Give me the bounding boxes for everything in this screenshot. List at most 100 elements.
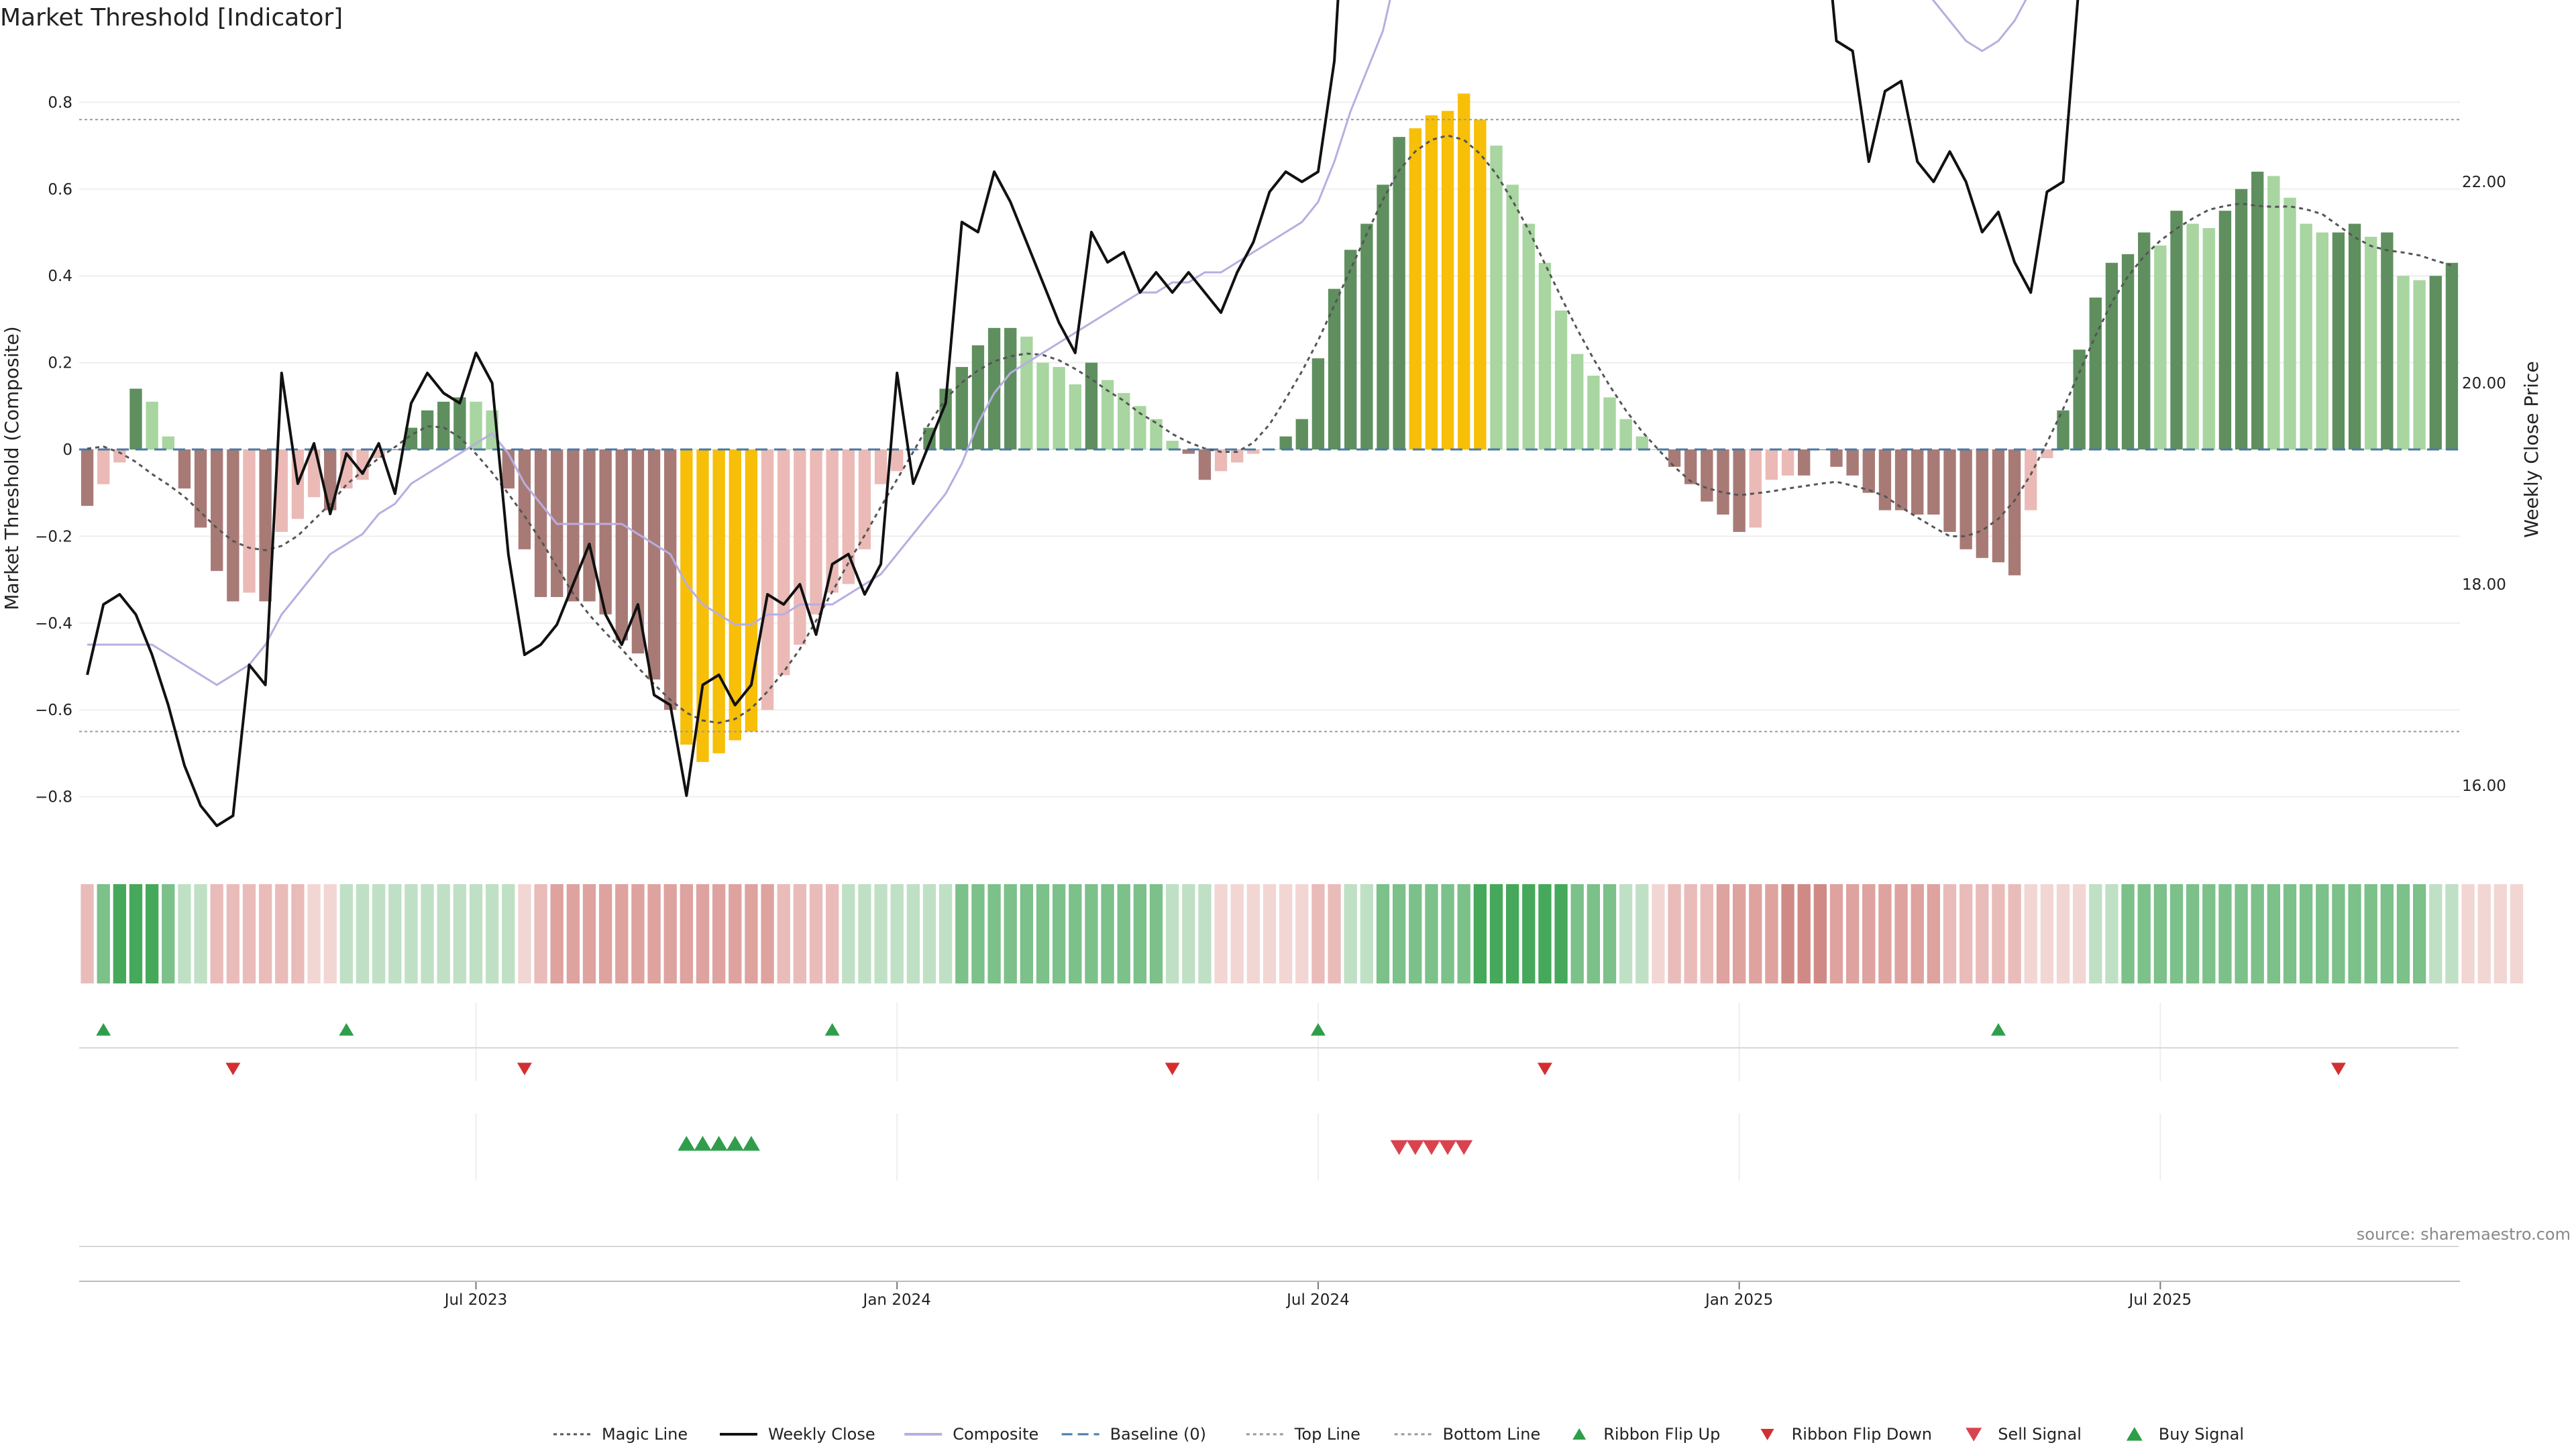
composite-bar: [1377, 184, 1389, 449]
ribbon-cell: [1165, 884, 1179, 983]
composite-bar: [2397, 276, 2410, 449]
composite-bar: [826, 449, 839, 593]
ribbon-cell: [162, 884, 175, 983]
legend-label: Ribbon Flip Up: [1603, 1425, 1720, 1444]
composite-bar: [211, 449, 223, 572]
composite-bar: [2186, 223, 2199, 449]
ribbon-cell: [405, 884, 418, 983]
ribbon-cell: [1101, 884, 1114, 983]
left-tick-label: −0.6: [35, 702, 72, 719]
ribbon-cell: [1603, 884, 1617, 983]
composite-bar: [1554, 310, 1568, 449]
chart-title: Market Threshold [Indicator]: [0, 4, 343, 32]
buy-signal-marker: [726, 1136, 744, 1151]
signal-markers: [79, 1003, 2459, 1247]
ribbon-cell: [1959, 884, 1973, 983]
ribbon-cell: [1749, 884, 1762, 983]
legend-swatch: [1572, 1428, 1587, 1440]
composite-bar: [1894, 449, 1908, 511]
ribbon-cell: [1489, 884, 1503, 983]
ribbon-cell: [2072, 884, 2086, 983]
ribbon-cell: [1004, 884, 1017, 983]
composite-bar: [712, 449, 725, 753]
composite-bar: [1603, 397, 1616, 449]
composite-bar: [259, 449, 272, 602]
left-tick-label: −0.4: [35, 615, 72, 633]
composite-bar: [2300, 223, 2312, 449]
sell-signal-marker: [1455, 1140, 1473, 1155]
composite-bar: [631, 449, 645, 654]
ribbon-cell: [987, 884, 1001, 983]
ribbon-cell: [647, 884, 661, 983]
ribbon-cell: [663, 884, 677, 983]
ribbon-cell: [356, 884, 370, 983]
right-tick-label: 22.00: [2462, 174, 2506, 191]
ribbon-cell: [2299, 884, 2313, 983]
buy-signal-marker: [678, 1136, 696, 1151]
ribbon-cell: [1862, 884, 1876, 983]
x-tick-label: Jul 2023: [443, 1291, 508, 1309]
composite-bar: [567, 449, 580, 602]
composite-bar: [1328, 288, 1341, 449]
composite-bar: [1798, 449, 1811, 476]
x-tick-label: Jan 2024: [862, 1291, 931, 1309]
composite-bar: [2170, 211, 2183, 449]
composite-bar: [1279, 436, 1292, 449]
ribbon-cell: [2089, 884, 2102, 983]
ribbon-cell: [1684, 884, 1697, 983]
ribbon-cell: [1214, 884, 1228, 983]
ribbon-cell: [1149, 884, 1163, 983]
composite-bar: [2284, 197, 2296, 449]
composite-bar: [470, 401, 482, 449]
composite-bar: [2025, 449, 2037, 511]
composite-bar: [1830, 449, 1843, 467]
ribbon-cell: [777, 884, 790, 983]
composite-bar: [1069, 384, 1081, 449]
composite-bar: [647, 449, 661, 680]
ribbon-cell: [2137, 884, 2151, 983]
ribbon-cell: [1813, 884, 1827, 983]
ribbon-flip-down-marker: [1537, 1063, 1552, 1075]
composite-bar: [1214, 449, 1228, 472]
ribbon-cell: [1182, 884, 1195, 983]
ribbon-cell: [1441, 884, 1454, 983]
ribbon-cell: [1311, 884, 1325, 983]
composite-bar: [615, 449, 628, 641]
composite-bar: [1036, 362, 1049, 449]
composite-bar: [243, 449, 256, 593]
legend-swatch: [1760, 1429, 1774, 1440]
composite-bar: [388, 449, 401, 450]
composite-bar: [1247, 449, 1260, 454]
ribbon-cell: [1295, 884, 1309, 983]
buy-signal-marker: [710, 1136, 728, 1151]
composite-bar: [2089, 297, 2102, 449]
composite-bar: [1911, 449, 1924, 515]
legend-label: Baseline (0): [1110, 1425, 1206, 1444]
ribbon-cell: [2186, 884, 2200, 983]
ribbon-cell: [842, 884, 855, 983]
sell-signal-marker: [1390, 1140, 1408, 1155]
composite-bar: [1118, 392, 1130, 449]
ribbon-cell: [307, 884, 321, 983]
composite-bar: [2121, 254, 2135, 449]
ribbon-cell: [874, 884, 888, 983]
ribbon-cell: [906, 884, 920, 983]
left-tick-label: 0.2: [48, 355, 72, 372]
ribbon-cell: [291, 884, 305, 983]
ribbon-cell: [1117, 884, 1130, 983]
composite-bar: [955, 367, 968, 449]
composite-bar: [777, 449, 790, 676]
composite-bar: [2057, 410, 2070, 449]
ribbon-cell: [1619, 884, 1633, 983]
composite-bar: [2445, 262, 2459, 449]
ribbon-flip-up-marker: [339, 1023, 354, 1036]
composite-bar: [2154, 245, 2167, 449]
ribbon-cell: [2364, 884, 2377, 983]
ribbon-cell: [890, 884, 904, 983]
ribbon-cell: [2008, 884, 2021, 983]
ribbon-cell: [437, 884, 450, 983]
composite-bar: [1619, 419, 1632, 449]
ribbon-cell: [1052, 884, 1066, 983]
ribbon-cell: [712, 884, 726, 983]
legend-swatch: [2126, 1427, 2143, 1441]
